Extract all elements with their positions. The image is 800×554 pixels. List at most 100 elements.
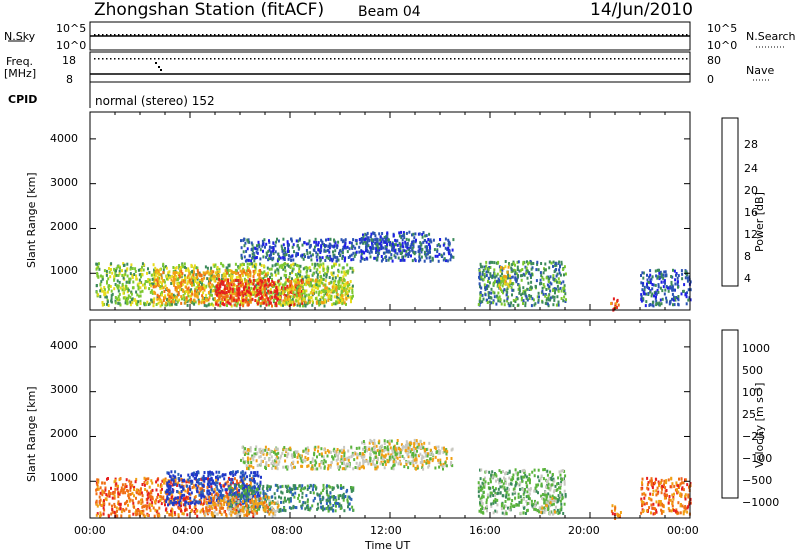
freq-dot <box>670 58 672 60</box>
power-cell <box>115 273 118 277</box>
power-cell <box>493 275 496 279</box>
power-cell <box>498 295 501 299</box>
power-cell <box>543 285 546 289</box>
power-cell <box>320 244 323 248</box>
power-cell <box>187 286 190 290</box>
velocity-cell <box>306 487 309 491</box>
velocity-cell <box>198 491 201 495</box>
power-cell <box>244 259 247 263</box>
power-cell <box>231 274 234 278</box>
power-cell <box>249 298 252 302</box>
power-cell <box>156 293 159 297</box>
velocity-cell <box>235 487 238 491</box>
power-cell <box>221 274 224 277</box>
power-cell <box>367 244 370 248</box>
power-cell <box>362 233 364 237</box>
power-cell <box>344 283 347 287</box>
power-cell <box>180 284 183 287</box>
power-cell <box>306 266 309 270</box>
velocity-cell <box>191 501 194 505</box>
power-cell <box>517 303 520 307</box>
power-cell <box>548 293 551 297</box>
nsky-dot <box>602 34 604 36</box>
power-cell <box>376 255 379 259</box>
power-cell <box>538 295 540 299</box>
power-cell <box>512 299 515 302</box>
velocity-cell <box>141 498 144 502</box>
velocity-cell <box>237 483 240 487</box>
nsky-dot <box>446 34 448 36</box>
velocity-cell <box>243 498 246 502</box>
power-cell <box>390 256 393 260</box>
velocity-cell <box>220 503 223 507</box>
power-cell <box>147 303 150 306</box>
freq-dot <box>650 58 652 60</box>
power-cell <box>288 288 291 292</box>
power-cell <box>215 289 218 293</box>
velocity-cell <box>168 490 171 494</box>
velocity-cell <box>136 491 139 495</box>
freq-dot <box>262 58 264 60</box>
velocity-cell <box>155 480 158 484</box>
power-cell <box>499 268 502 272</box>
power-cell <box>351 286 354 290</box>
velocity-cell <box>111 510 114 514</box>
power-cell <box>339 278 342 282</box>
power-cell <box>246 238 249 242</box>
power-cell <box>452 238 455 242</box>
power-cell <box>248 270 251 274</box>
power-cell <box>560 260 563 264</box>
velocity-cell <box>338 504 341 508</box>
velocity-cell <box>294 484 297 488</box>
power-cell <box>222 282 225 286</box>
velocity-cell <box>201 494 204 498</box>
power-cell <box>239 281 242 284</box>
power-cell <box>267 271 270 275</box>
velocity-cell <box>199 510 202 514</box>
power-cell <box>655 301 658 305</box>
power-cell <box>153 273 156 277</box>
velocity-cell <box>129 488 132 492</box>
power-cell <box>244 241 247 245</box>
power-cell <box>279 288 282 292</box>
power-cell <box>492 299 495 303</box>
velocity-cell <box>215 481 218 485</box>
velocity-cell <box>137 492 140 496</box>
power-cell <box>641 283 644 287</box>
power-cell <box>382 251 385 255</box>
power-cell <box>192 273 195 277</box>
velocity-cell <box>126 499 128 503</box>
power-cell <box>295 299 298 303</box>
power-cell <box>557 300 560 304</box>
power-cell <box>168 296 171 300</box>
power-cell <box>439 238 442 242</box>
power-cell <box>326 293 329 297</box>
power-cell <box>542 292 545 296</box>
power-cell <box>157 301 160 305</box>
power-cell <box>291 284 294 288</box>
power-cell <box>649 273 652 277</box>
velocity-cell <box>238 510 240 514</box>
power-cbtick-8: 8 <box>744 250 751 263</box>
power-cell <box>332 302 335 306</box>
power-cell <box>654 283 657 287</box>
power-cell <box>332 287 335 291</box>
power-cell <box>260 296 263 300</box>
nsky-dot <box>514 34 516 36</box>
power-cell <box>268 301 271 305</box>
power-cell <box>336 286 339 289</box>
velocity-cell <box>141 483 144 486</box>
velocity-cell <box>253 480 256 484</box>
nsky-dot <box>322 34 324 36</box>
power-cell <box>254 266 257 270</box>
power-cell <box>374 238 377 242</box>
power-cell <box>488 296 490 300</box>
power-cell <box>117 301 120 305</box>
power-cell <box>658 303 661 307</box>
power-cell <box>278 255 281 259</box>
power-cell <box>315 243 318 247</box>
power-cell <box>201 296 204 300</box>
power-cell <box>217 274 220 277</box>
power-cell <box>131 273 134 277</box>
power-cell <box>387 238 390 242</box>
